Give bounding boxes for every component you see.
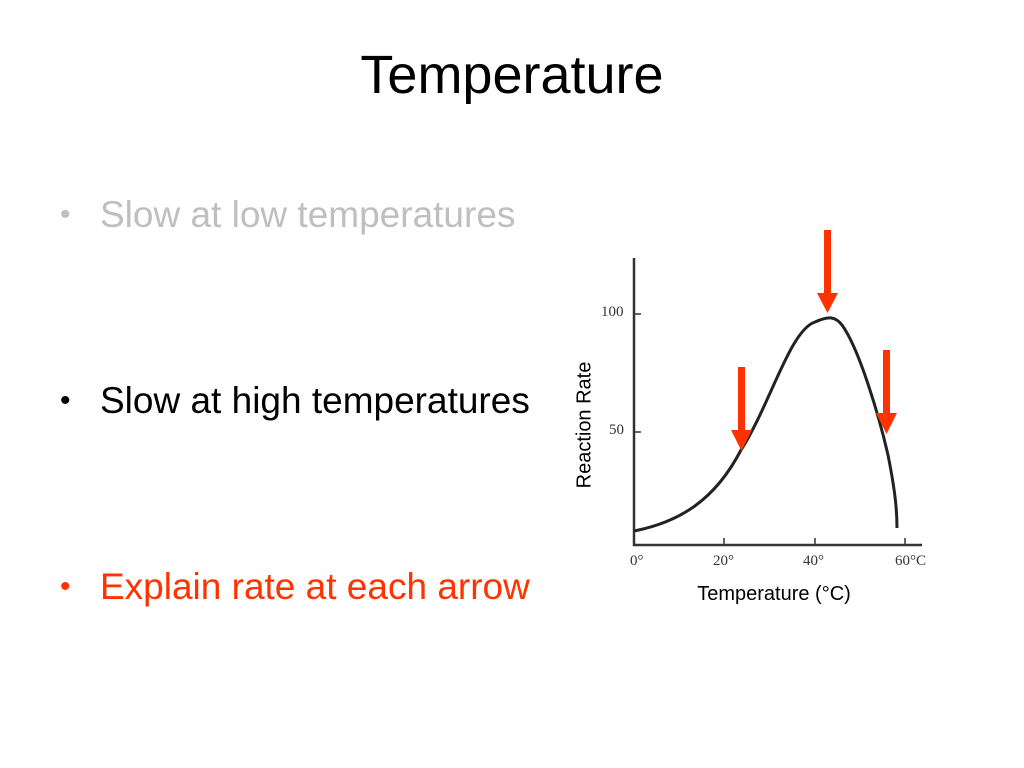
reaction-rate-curve xyxy=(633,316,899,533)
arrow-peak-icon xyxy=(817,230,838,313)
y-tick-label-100: 100 xyxy=(601,304,624,320)
reaction-rate-chart xyxy=(632,230,922,547)
bullet-text: Slow at high temperatures xyxy=(100,380,530,421)
bullet-dot-icon: • xyxy=(60,570,71,603)
x-tick-label-40: 40° xyxy=(803,553,824,569)
x-tick-label-0: 0° xyxy=(630,553,644,569)
bullet-text: Slow at low temperatures xyxy=(100,194,516,235)
arrow-right-icon xyxy=(876,350,897,434)
y-tick-label-50: 50 xyxy=(609,422,624,438)
x-tick-label-60: 60°C xyxy=(895,553,927,569)
y-axis-label: Reaction Rate xyxy=(573,361,596,489)
x-axis-label: Temperature (°C) xyxy=(697,583,851,605)
slide-title: Temperature xyxy=(360,45,664,105)
bullet-text: Explain rate at each arrow xyxy=(100,566,530,607)
bullet-dot-icon: • xyxy=(60,198,71,231)
x-tick-label-20: 20° xyxy=(713,553,734,569)
bullet-dot-icon: • xyxy=(60,384,71,417)
arrow-left-icon xyxy=(731,367,752,451)
